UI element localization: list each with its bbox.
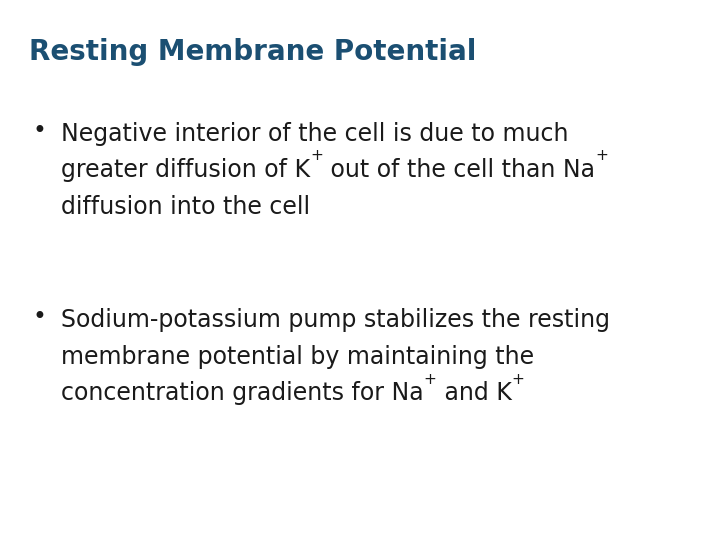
Text: •: • <box>32 119 46 143</box>
Text: +: + <box>512 372 524 387</box>
Text: +: + <box>424 372 437 387</box>
Text: +: + <box>310 148 323 164</box>
Text: and K: and K <box>437 381 512 405</box>
Text: •: • <box>32 305 46 329</box>
Text: +: + <box>595 148 608 164</box>
Text: membrane potential by maintaining the: membrane potential by maintaining the <box>61 345 534 368</box>
Text: diffusion into the cell: diffusion into the cell <box>61 195 310 219</box>
Text: concentration gradients for Na: concentration gradients for Na <box>61 381 424 405</box>
Text: Negative interior of the cell is due to much: Negative interior of the cell is due to … <box>61 122 569 145</box>
Text: greater diffusion of K: greater diffusion of K <box>61 158 310 182</box>
Text: Resting Membrane Potential: Resting Membrane Potential <box>29 38 476 66</box>
Text: out of the cell than Na: out of the cell than Na <box>323 158 595 182</box>
Text: Sodium-potassium pump stabilizes the resting: Sodium-potassium pump stabilizes the res… <box>61 308 611 332</box>
